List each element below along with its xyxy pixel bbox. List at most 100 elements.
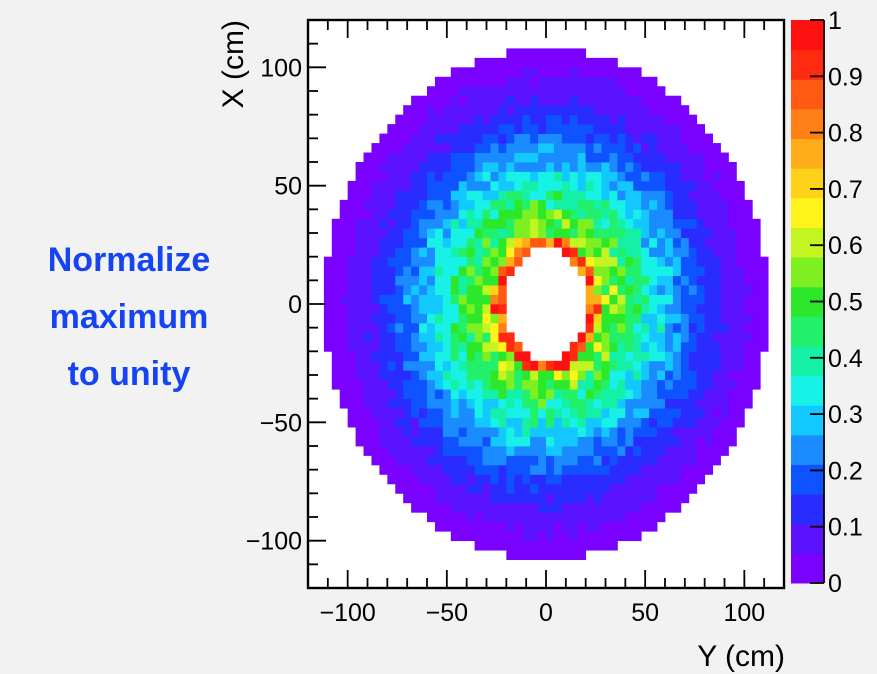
heatmap-cell	[522, 237, 531, 248]
heatmap-cell	[609, 247, 618, 258]
heatmap-cell	[530, 76, 539, 87]
heatmap-cell	[403, 180, 412, 191]
heatmap-cell	[474, 105, 483, 116]
heatmap-cell	[363, 237, 372, 248]
heatmap-cell	[665, 180, 674, 191]
heatmap-cell	[387, 152, 396, 163]
heatmap-cell	[696, 294, 706, 305]
heatmap-cell	[553, 474, 563, 485]
heatmap-cell	[601, 408, 610, 418]
heatmap-cell	[672, 133, 682, 144]
heatmap-cell	[553, 370, 563, 381]
heatmap-cell	[625, 285, 634, 295]
heatmap-cell	[672, 313, 682, 324]
heatmap-cell	[641, 266, 650, 276]
heatmap-cell	[530, 417, 539, 428]
heatmap-cell	[522, 417, 531, 428]
heatmap-cell	[593, 171, 602, 182]
heatmap-cell	[530, 389, 539, 400]
heatmap-cell	[585, 237, 594, 248]
heatmap-cell	[474, 531, 483, 542]
heatmap-cell	[522, 531, 531, 542]
heatmap-cell	[411, 266, 420, 276]
heatmap-cell	[617, 446, 626, 456]
colorbar-tick-label: 0.4	[828, 345, 863, 373]
heatmap-cell	[546, 550, 555, 560]
heatmap-cell	[561, 86, 571, 97]
heatmap-cell	[506, 370, 515, 381]
heatmap-cell	[593, 360, 602, 371]
heatmap-cell	[403, 313, 412, 324]
heatmap-cell	[522, 143, 531, 153]
heatmap-cell	[339, 313, 349, 324]
heatmap-cell	[530, 218, 539, 229]
heatmap-cell	[609, 304, 618, 314]
heatmap-cell	[649, 275, 658, 286]
heatmap-cell	[680, 446, 690, 456]
heatmap-cell	[458, 464, 468, 475]
heatmap-cell	[434, 502, 444, 513]
heatmap-cell	[355, 256, 364, 267]
heatmap-cell	[411, 218, 420, 229]
heatmap-cell	[411, 171, 420, 182]
heatmap-cell	[419, 360, 428, 371]
colorbar-tick-label: 0.3	[828, 401, 863, 429]
heatmap-cell	[617, 133, 626, 144]
heatmap-cell	[665, 370, 674, 381]
heatmap-cell	[498, 436, 507, 447]
heatmap-cell	[395, 464, 404, 475]
heatmap-cell	[530, 199, 539, 210]
heatmap-cell	[752, 332, 761, 343]
heatmap-cell	[387, 360, 396, 371]
heatmap-cell	[561, 493, 571, 504]
heatmap-cell	[411, 285, 420, 295]
heatmap-cell	[419, 114, 428, 125]
heatmap-cell	[442, 483, 452, 494]
heatmap-cell	[553, 521, 563, 532]
heatmap-cell	[665, 351, 674, 362]
heatmap-cell	[371, 332, 380, 343]
heatmap-cell	[482, 455, 491, 466]
heatmap-cell	[665, 237, 674, 248]
heatmap-cell	[569, 256, 579, 267]
heatmap-cell	[601, 370, 610, 381]
heatmap-cell	[522, 57, 531, 68]
heatmap-cell	[355, 190, 364, 201]
colorbar-segment	[791, 375, 824, 406]
heatmap-cell	[363, 341, 372, 352]
heatmap-cell	[553, 455, 563, 466]
heatmap-cell	[355, 360, 364, 371]
heatmap-cell	[553, 446, 563, 456]
heatmap-cell	[625, 171, 634, 182]
heatmap-cell	[704, 379, 713, 390]
heatmap-cell	[553, 57, 563, 68]
heatmap-cell	[506, 86, 515, 97]
heatmap-cell	[744, 199, 753, 210]
heatmap-cell	[577, 474, 587, 485]
heatmap-cell	[601, 114, 610, 125]
heatmap-cell	[569, 455, 579, 466]
heatmap-cell	[601, 446, 610, 456]
heatmap-cell	[427, 427, 436, 437]
heatmap-cell	[609, 285, 618, 295]
heatmap-cell	[641, 446, 650, 456]
heatmap-cell	[387, 379, 396, 390]
heatmap-cell	[387, 313, 396, 324]
heatmap-cell	[379, 285, 388, 295]
heatmap-cell	[593, 76, 602, 87]
heatmap-cell	[633, 408, 642, 418]
heatmap-cell	[387, 209, 396, 220]
heatmap-cell	[720, 446, 729, 456]
heatmap-cell	[395, 408, 404, 418]
heatmap-cell	[601, 266, 610, 276]
heatmap-cell	[641, 152, 650, 163]
heatmap-cell	[403, 446, 412, 456]
heatmap-cell	[506, 389, 515, 400]
heatmap-cell	[752, 228, 761, 239]
heatmap-cell	[395, 379, 404, 390]
heatmap-cell	[680, 209, 690, 220]
heatmap-cell	[577, 48, 587, 59]
heatmap-cell	[704, 360, 713, 371]
heatmap-cell	[419, 493, 428, 504]
heatmap-cell	[617, 209, 626, 220]
